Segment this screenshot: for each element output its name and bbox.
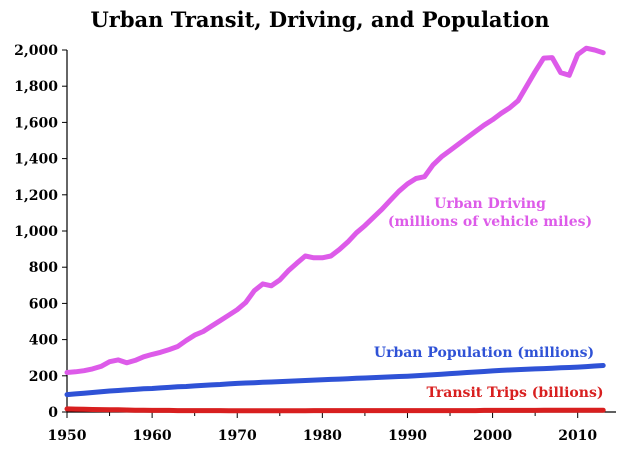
urban-driving-label: (millions of vehicle miles) [388, 214, 592, 230]
series-layer [64, 45, 606, 414]
x-tick-label: 1980 [303, 428, 342, 444]
transit-trips-line [64, 406, 606, 414]
urban-population-label: Urban Population (millions) [374, 345, 594, 361]
y-tick-label: 1,200 [14, 188, 58, 204]
urban-driving-label: Urban Driving [434, 196, 546, 212]
y-tick-label: 2,000 [14, 43, 58, 59]
chart-title: Urban Transit, Driving, and Population [90, 7, 549, 32]
series-labels: Urban Driving (millions of vehicle miles)… [374, 196, 604, 401]
x-tick-label: 2010 [558, 428, 597, 444]
y-tick-label: 1,600 [14, 115, 58, 131]
y-tick-label: 200 [29, 369, 58, 385]
urban-population-line [64, 363, 606, 398]
y-tick-label: 1,400 [14, 152, 58, 168]
x-tick-label: 2000 [473, 428, 512, 444]
y-tick-label: 1,800 [14, 79, 58, 95]
axes: 0 200 400 600 800 1,000 1,200 1,400 1,600 1,800 2,… [14, 43, 616, 444]
y-tick-label: 0 [48, 405, 58, 421]
y-tick-label: 400 [29, 333, 58, 349]
y-tick-label: 1,000 [14, 224, 58, 240]
x-tick-label: 1970 [218, 428, 257, 444]
x-tick-label: 1990 [388, 428, 427, 444]
y-tick-label: 800 [29, 260, 58, 276]
x-tick-label: 1960 [133, 428, 172, 444]
transit-trips-label: Transit Trips (billions) [427, 385, 604, 401]
x-tick-label: 1950 [48, 428, 87, 444]
y-tick-label: 600 [29, 296, 58, 312]
urban-driving-line [64, 45, 606, 375]
